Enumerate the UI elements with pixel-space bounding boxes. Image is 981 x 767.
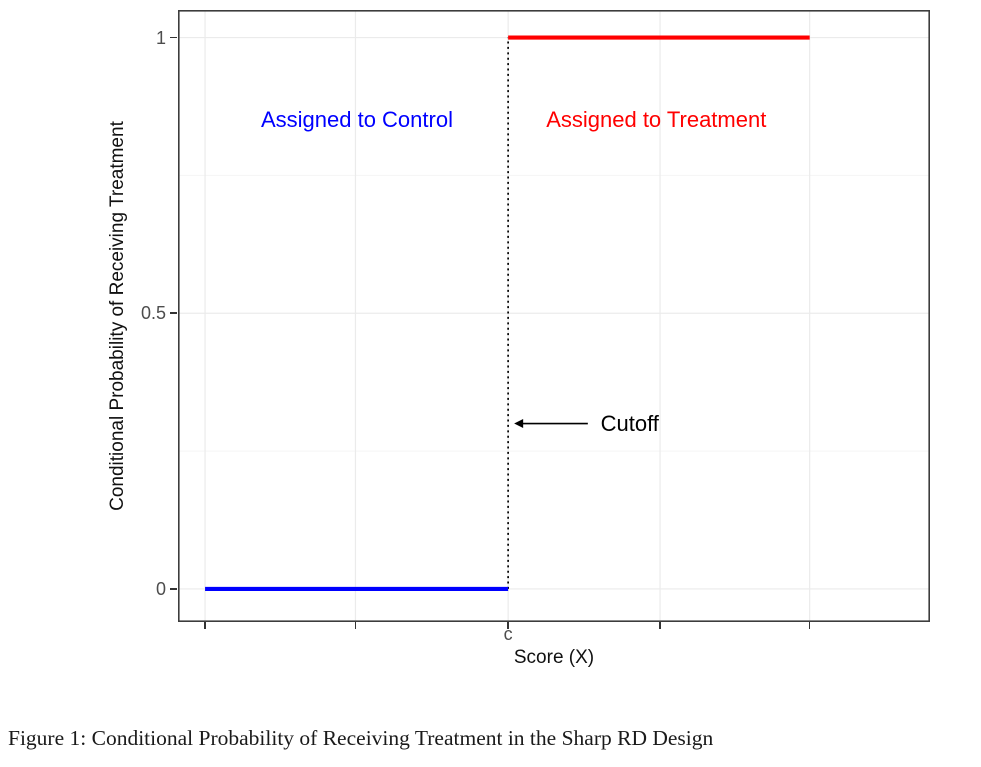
y-tick-mark [170,36,177,39]
panel-border [178,10,930,622]
x-tick-label: c [503,624,513,644]
y-tick-mark [170,588,177,590]
x-tick-mark [204,622,206,629]
x-tick-mark [354,622,357,629]
x-axis-title: Score (X) [513,647,595,668]
plot-panel: Assigned to Control Assigned to Treatmen… [178,10,930,622]
y-tick-label: 0 [155,578,166,599]
plot-canvas [178,10,930,622]
y-tick-label: 1 [155,27,166,48]
treatment-annotation: Assigned to Treatment [546,107,767,133]
cutoff-arrowhead-icon [514,419,524,429]
y-tick-mark [170,312,177,314]
x-tick-mark [808,622,811,629]
cutoff-annotation: Cutoff [600,410,659,436]
x-tick-mark [507,622,509,629]
control-annotation: Assigned to Control [260,107,453,133]
x-tick-mark [659,622,661,629]
figure-caption: Figure 1: Conditional Probability of Rec… [8,726,714,750]
y-tick-label: 0.5 [140,303,166,324]
